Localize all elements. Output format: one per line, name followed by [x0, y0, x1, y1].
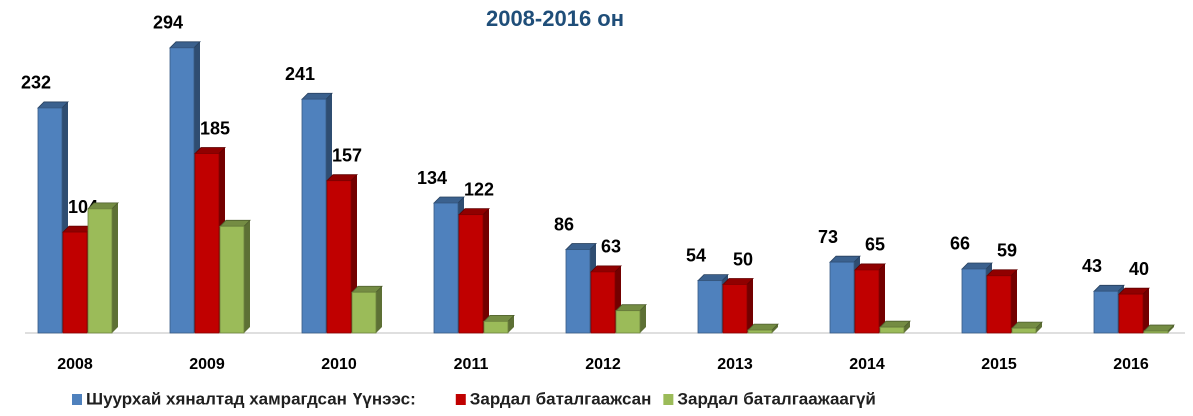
bar-front [590, 271, 616, 334]
x-tick-label: 2008 [57, 356, 93, 373]
bar-front [615, 310, 641, 334]
bar-front [722, 284, 748, 334]
data-label: 66 [950, 234, 970, 254]
bar-front [301, 98, 327, 334]
x-tick-label: 2009 [189, 356, 225, 373]
bar-front [565, 249, 591, 334]
data-label: 122 [464, 179, 494, 199]
bar-front [194, 153, 220, 334]
bar [483, 314, 515, 334]
bar [219, 219, 251, 334]
bar-front [169, 47, 195, 334]
x-tick-label: 2016 [1113, 356, 1149, 373]
bar [854, 263, 886, 334]
bar-front [62, 231, 88, 334]
data-label: 86 [554, 214, 574, 234]
bar-front [829, 261, 855, 334]
bar [615, 304, 647, 334]
bar-front [483, 320, 509, 334]
data-label: 241 [285, 64, 315, 84]
bar-front [219, 225, 245, 334]
legend-label: Шуурхай хяналтад хамрагдсан [86, 389, 347, 408]
bar-side [1036, 322, 1042, 333]
bar-side [1011, 269, 1017, 333]
bar [87, 202, 119, 334]
bar-front [458, 214, 484, 334]
x-tick-label: 2013 [717, 356, 753, 373]
x-tick-label: 2015 [981, 356, 1017, 373]
bar-front [1093, 290, 1119, 334]
bar [1118, 287, 1150, 334]
data-label: 73 [818, 227, 838, 247]
bar-front [879, 326, 905, 334]
bar-side [747, 278, 753, 333]
data-label: 134 [417, 168, 447, 188]
bar-side [483, 208, 489, 333]
bar [722, 278, 754, 334]
legend-note: Үүнээс: [353, 389, 416, 408]
bar-front [326, 180, 352, 334]
chart-title: 2008-2016 он [486, 6, 624, 31]
legend-label: Зардал баталгаажсан [470, 389, 652, 408]
bar-front [87, 208, 113, 334]
bar-front [1143, 330, 1169, 334]
bar-front [961, 268, 987, 334]
bar-side [772, 324, 778, 333]
data-label: 59 [997, 241, 1017, 261]
bar-front [37, 107, 63, 334]
bar [351, 285, 383, 334]
bar-front [351, 291, 377, 334]
bar [879, 320, 911, 334]
data-label: 43 [1082, 256, 1102, 276]
legend-swatch [455, 394, 466, 405]
legend-label: Зардал баталгаажаагүй [677, 389, 876, 408]
data-label: 232 [21, 73, 51, 93]
bar [1011, 321, 1043, 334]
bar-side [112, 202, 118, 333]
x-tick-label: 2011 [454, 356, 489, 373]
bar-front [854, 269, 880, 334]
bar [326, 174, 358, 334]
bar-side [879, 263, 885, 333]
data-label: 157 [332, 145, 362, 165]
bar-front [986, 275, 1012, 334]
data-label: 50 [733, 249, 753, 269]
x-tick-label: 2012 [585, 356, 621, 373]
bar-front [1011, 327, 1037, 334]
bar-side [640, 304, 646, 333]
bar [747, 323, 779, 334]
data-label: 40 [1129, 259, 1149, 279]
bar-side [1143, 288, 1149, 333]
data-label: 63 [601, 237, 621, 257]
bar-front [433, 202, 459, 334]
bar-front [1118, 293, 1144, 334]
bar [458, 208, 490, 334]
bar [1143, 324, 1175, 334]
x-tick-label: 2014 [849, 356, 885, 373]
data-label: 65 [865, 235, 885, 255]
legend-swatch [663, 394, 674, 405]
bar [986, 269, 1018, 334]
data-label: 185 [200, 118, 230, 138]
bar-side [904, 321, 910, 333]
bar-front [747, 329, 773, 334]
data-label: 294 [153, 13, 183, 33]
bar-side [376, 286, 382, 333]
bar-side [508, 315, 514, 333]
bar-side [244, 220, 250, 333]
legend-swatch [72, 394, 82, 405]
x-tick-label: 2010 [321, 356, 357, 373]
bar-front [697, 280, 723, 334]
data-label: 54 [686, 245, 706, 265]
